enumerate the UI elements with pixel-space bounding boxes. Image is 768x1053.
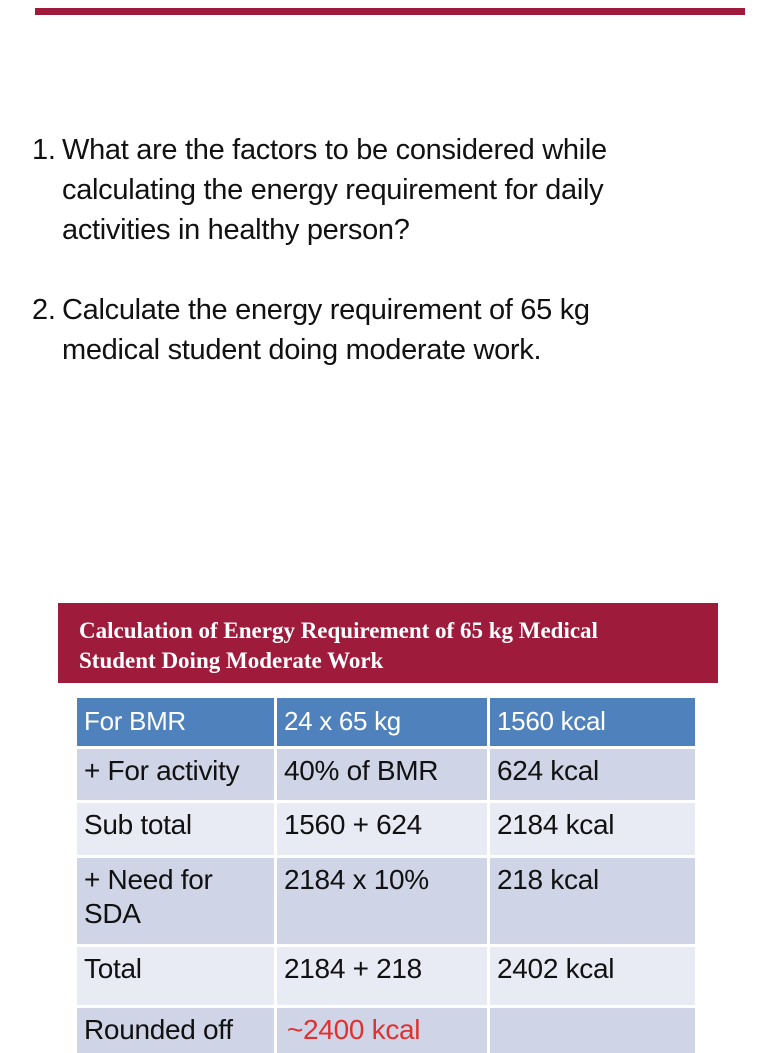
question-1-text: What are the factors to be considered wh…: [62, 130, 712, 250]
table-header-cell-result: 1560 kcal: [490, 698, 695, 746]
table-header-cell-item: For BMR: [77, 698, 274, 746]
question-1-line-2: calculating the energy requirement for d…: [62, 174, 604, 206]
table-cell: 2184 kcal: [490, 803, 695, 855]
table-cell: 40% of BMR: [277, 749, 487, 800]
table-cell: 624 kcal: [490, 749, 695, 800]
table-cell: 1560 + 624: [277, 803, 487, 855]
table-cell: Sub total: [77, 803, 274, 855]
table-cell-rounded-value: ~2400 kcal: [277, 1008, 487, 1053]
table-cell: 218 kcal: [490, 858, 695, 944]
question-1-number: 1.: [32, 134, 56, 166]
question-1-line-1: What are the factors to be considered wh…: [62, 134, 607, 166]
table-header-cell-formula: 24 x 65 kg: [277, 698, 487, 746]
question-2-line-1: Calculate the energy requirement of 65 k…: [62, 294, 590, 326]
table-cell: Total: [77, 947, 274, 1005]
top-divider-bar: [35, 8, 745, 15]
document-page: { "page": { "background": "#ffffff", "to…: [32, 8, 745, 1053]
question-2: 2. Calculate the energy requirement of 6…: [32, 290, 732, 370]
question-1-line-3: activities in healthy person?: [62, 214, 410, 246]
table-cell: Rounded off: [77, 1008, 274, 1053]
energy-calculation-table: For BMR 24 x 65 kg 1560 kcal + For activ…: [77, 698, 695, 1053]
table-title-banner: Calculation of Energy Requirement of 65 …: [58, 603, 718, 683]
table-cell: 2402 kcal: [490, 947, 695, 1005]
table-title-line-1: Calculation of Energy Requirement of 65 …: [79, 618, 598, 643]
table-cell: + For activity: [77, 749, 274, 800]
table-cell: 2184 + 218: [277, 947, 487, 1005]
question-2-number: 2.: [32, 294, 56, 326]
table-cell: + Need for SDA: [77, 858, 274, 944]
question-1: 1. What are the factors to be considered…: [32, 130, 732, 250]
table-cell: [490, 1008, 695, 1053]
table-cell: 2184 x 10%: [277, 858, 487, 944]
question-2-line-2: medical student doing moderate work.: [62, 334, 542, 366]
table-title-line-2: Student Doing Moderate Work: [79, 648, 384, 673]
question-2-text: Calculate the energy requirement of 65 k…: [62, 290, 712, 370]
